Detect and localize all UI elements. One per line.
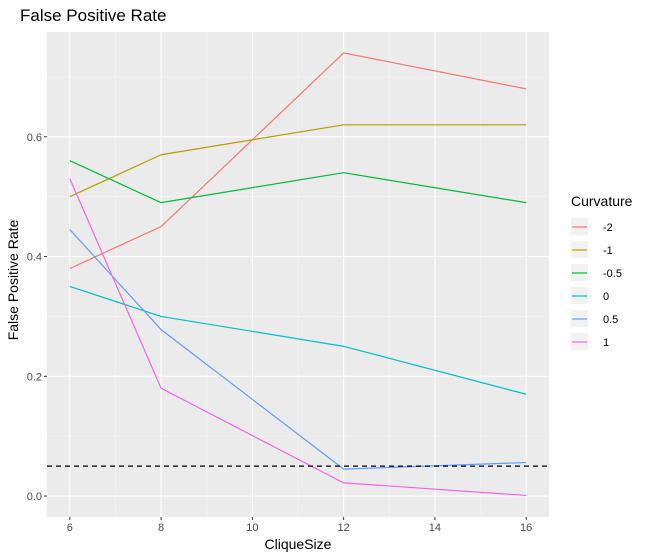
major-gridlines bbox=[47, 32, 549, 517]
series-line--0.5 bbox=[69, 160, 527, 204]
legend-item: -1 bbox=[571, 241, 613, 258]
legend-label: -2 bbox=[603, 222, 613, 234]
legend-items: -2 -1 -0.5 0 0.5 1 bbox=[571, 218, 622, 350]
legend-label: 0.5 bbox=[603, 314, 618, 326]
series-line--1 bbox=[69, 124, 527, 198]
legend-label: -1 bbox=[603, 245, 613, 257]
minor-gridlines bbox=[47, 32, 549, 517]
chart-title: False Positive Rate bbox=[20, 6, 166, 25]
y-tick-label: 0.6 bbox=[27, 132, 42, 144]
legend-item: -2 bbox=[571, 218, 613, 235]
legend-item: 0 bbox=[571, 287, 609, 304]
series-line-0 bbox=[69, 285, 527, 395]
x-tick-label: 14 bbox=[429, 522, 441, 534]
x-axis-title: CliqueSize bbox=[265, 536, 332, 552]
legend-item: 1 bbox=[571, 333, 609, 350]
legend-title: Curvature bbox=[571, 193, 633, 209]
legend-label: 1 bbox=[603, 337, 609, 349]
legend-item: 0.5 bbox=[571, 310, 618, 327]
x-tick-label: 12 bbox=[338, 522, 350, 534]
legend: Curvature -2 -1 -0.5 0 0.5 1 bbox=[571, 193, 633, 350]
legend-label: 0 bbox=[603, 291, 609, 303]
x-axis-ticks: 6 8 10 12 14 16 bbox=[67, 517, 532, 534]
y-axis-ticks: 0.0 0.2 0.4 0.6 bbox=[27, 132, 47, 503]
y-tick-label: 0.0 bbox=[27, 491, 42, 503]
legend-item: -0.5 bbox=[571, 264, 622, 281]
series-line-1 bbox=[69, 178, 527, 497]
y-axis-title: False Positive Rate bbox=[5, 219, 21, 340]
x-tick-label: 16 bbox=[520, 522, 532, 534]
legend-label: -0.5 bbox=[603, 268, 622, 280]
y-tick-label: 0.4 bbox=[27, 252, 42, 264]
x-tick-label: 10 bbox=[246, 522, 258, 534]
x-tick-label: 8 bbox=[158, 522, 164, 534]
x-tick-label: 6 bbox=[67, 522, 73, 534]
y-tick-label: 0.2 bbox=[27, 371, 42, 383]
